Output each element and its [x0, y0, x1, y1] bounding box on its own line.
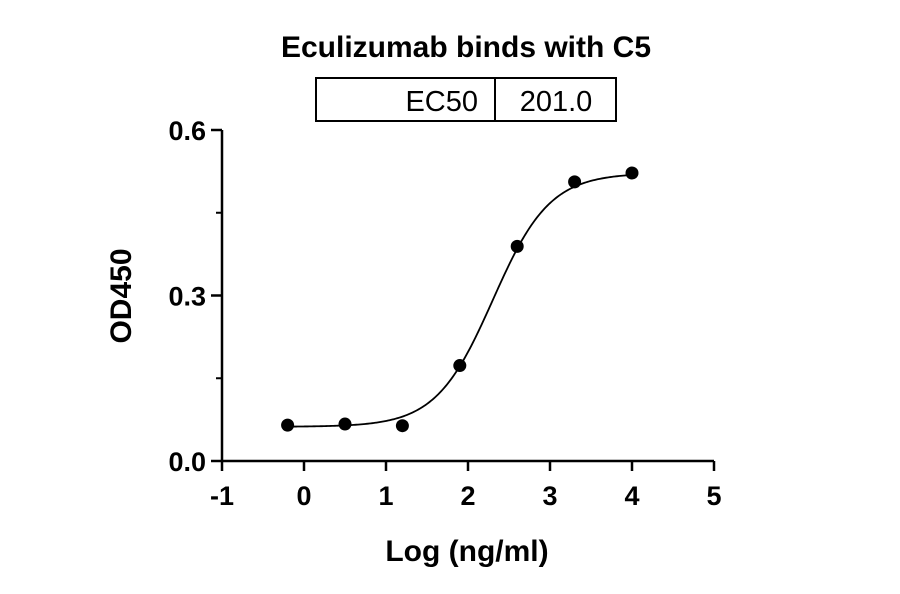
- y-tick-label: 0.6: [168, 116, 206, 146]
- x-axis-label: Log (ng/ml): [385, 535, 548, 568]
- y-ticks: 0.0 0.3 0.6: [168, 116, 222, 477]
- x-ticks: -1 0 1 2 3 4 5: [210, 461, 722, 511]
- data-point: [338, 417, 352, 431]
- data-point: [453, 359, 467, 373]
- x-tick-label: 3: [542, 481, 557, 511]
- ec50-value: 201.0: [520, 86, 593, 118]
- x-tick-label: 0: [296, 481, 311, 511]
- data-point: [281, 418, 295, 432]
- axes: [220, 130, 714, 463]
- ec50-table-border: [315, 77, 617, 122]
- x-tick-label: 1: [378, 481, 393, 511]
- x-tick-label: -1: [210, 481, 234, 511]
- data-point: [395, 419, 409, 433]
- y-tick-label: 0.0: [168, 447, 206, 477]
- data-point: [568, 175, 582, 189]
- data-point: [510, 239, 524, 253]
- y-tick-label: 0.3: [168, 282, 206, 312]
- fit-curve: [287, 174, 633, 428]
- ec50-label: EC50: [405, 86, 478, 118]
- y-axis-label: OD450: [105, 248, 138, 343]
- x-tick-label: 4: [624, 481, 639, 511]
- chart-title: Eculizumab binds with C5: [281, 31, 651, 64]
- ec50-table: EC50 201.0: [315, 77, 617, 122]
- data-point: [625, 166, 639, 180]
- x-tick-label: 5: [706, 481, 721, 511]
- x-tick-label: 2: [460, 481, 475, 511]
- data-points: [281, 166, 639, 433]
